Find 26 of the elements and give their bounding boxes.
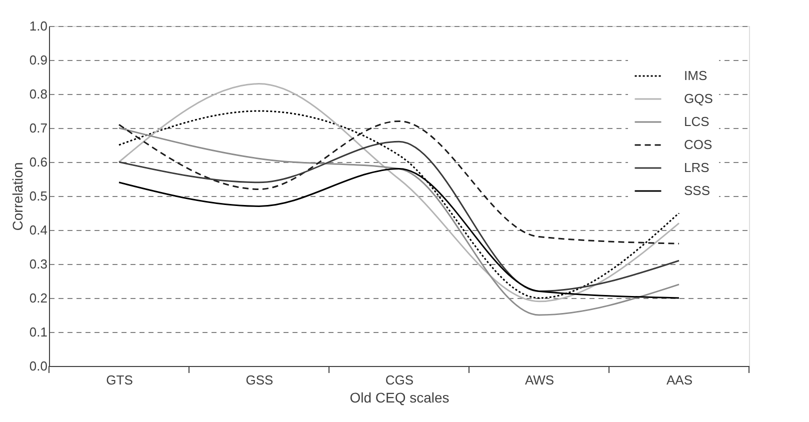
x-axis-title: Old CEQ scales [350, 390, 450, 406]
x-tick-label: AAS [666, 372, 693, 388]
y-tick-label: 0.0 [29, 358, 48, 374]
x-tick-label: GTS [106, 372, 134, 388]
y-tick-label: 1.0 [29, 18, 48, 34]
line-series [118, 120, 680, 244]
x-tick-label: CGS [385, 372, 414, 388]
y-tick-label: 0.3 [29, 256, 48, 272]
legend-label: SSS [684, 183, 710, 198]
y-tick-label: 0.4 [29, 222, 48, 238]
legend-label: LRS [684, 160, 710, 175]
y-tick-label: 0.9 [29, 52, 48, 68]
legend-label: LCS [684, 114, 710, 129]
y-axis-title: Correlation [9, 162, 26, 231]
y-tick-label: 0.2 [29, 290, 48, 306]
y-tick-label: 0.1 [29, 324, 48, 340]
x-tick-label: AWS [524, 372, 554, 388]
y-tick-label: 0.7 [29, 120, 48, 136]
line-series [118, 140, 680, 292]
y-tick-label: 0.8 [29, 86, 48, 102]
legend-label: COS [684, 137, 712, 152]
y-tick-label: 0.5 [29, 188, 48, 204]
legend-label: IMS [684, 68, 708, 83]
x-tick-label: GSS [246, 372, 274, 388]
legend-label: GQS [684, 91, 714, 106]
y-tick-label: 0.6 [29, 154, 48, 170]
